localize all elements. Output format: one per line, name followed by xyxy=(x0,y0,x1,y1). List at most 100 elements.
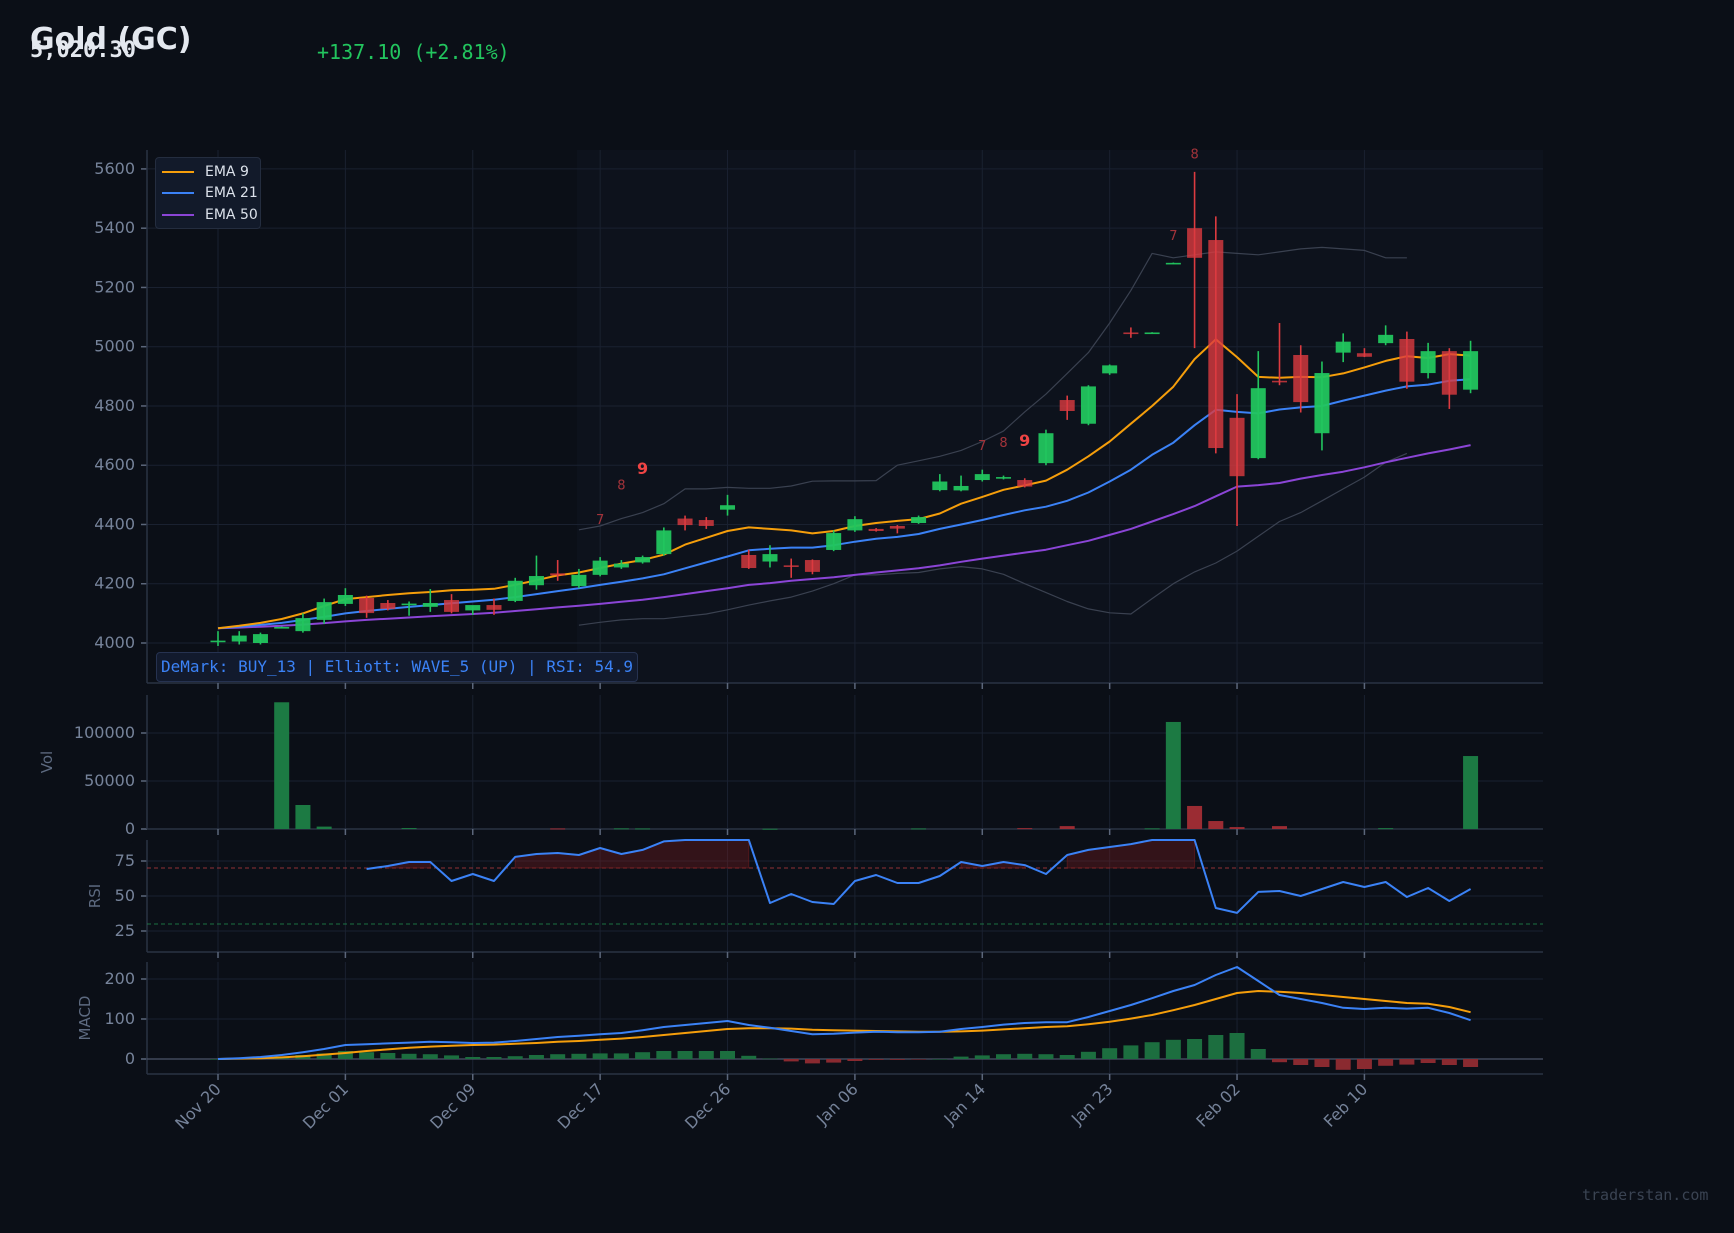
macd-histogram-bar xyxy=(656,1051,672,1059)
candle xyxy=(359,595,375,618)
candle-body xyxy=(1441,351,1457,395)
macd-histogram-bar xyxy=(359,1052,375,1059)
macd-histogram-bar xyxy=(1463,1059,1479,1067)
y-tick-label: 100 xyxy=(104,1009,135,1028)
demark-count-label: 7 xyxy=(596,513,604,528)
candle xyxy=(868,528,884,532)
candle xyxy=(889,525,905,534)
candle-body xyxy=(1187,228,1203,258)
candle xyxy=(1441,348,1457,409)
candle xyxy=(295,613,311,633)
macd-histogram-bar xyxy=(1165,1039,1181,1059)
candle xyxy=(720,494,736,516)
macd-histogram-bar xyxy=(1420,1059,1436,1063)
candle xyxy=(1059,395,1075,420)
candle xyxy=(444,594,460,614)
candle-body xyxy=(783,565,799,567)
candle xyxy=(911,515,927,524)
candle xyxy=(486,598,502,615)
candle xyxy=(804,559,820,575)
y-tick-label: 5000 xyxy=(94,337,135,356)
macd-histogram-bar xyxy=(1229,1033,1245,1059)
y-tick-label: 4800 xyxy=(94,396,135,415)
candle xyxy=(1038,429,1054,466)
candle-body xyxy=(550,573,566,576)
candle xyxy=(380,600,396,611)
macd-histogram-bar xyxy=(422,1054,438,1059)
ema21-swatch xyxy=(162,192,194,194)
candle xyxy=(1420,342,1436,379)
candle-body xyxy=(1038,433,1054,464)
y-tick-label: 4400 xyxy=(94,514,135,533)
volume-bar xyxy=(1463,756,1479,829)
macd-histogram-bar xyxy=(337,1051,353,1059)
candle-body xyxy=(932,481,948,491)
macd-histogram-bar xyxy=(889,1059,905,1060)
candle xyxy=(1293,345,1309,413)
candle-body xyxy=(592,560,608,575)
macd-histogram-bar xyxy=(528,1055,544,1059)
candle xyxy=(1144,332,1160,335)
candle-body xyxy=(1335,341,1351,353)
candle xyxy=(741,549,757,569)
macd-histogram-bar xyxy=(1017,1053,1033,1059)
macd-histogram-bar xyxy=(1378,1059,1394,1066)
y-tick-label: 50000 xyxy=(84,771,135,790)
candle-body xyxy=(613,563,629,568)
volume-bar xyxy=(762,828,778,830)
candle-body xyxy=(953,485,969,491)
candle-body xyxy=(1208,240,1224,449)
candle-body xyxy=(507,580,523,601)
candle-body xyxy=(1250,388,1266,459)
candle xyxy=(1165,262,1181,265)
candle xyxy=(592,557,608,577)
y-tick-label: 4200 xyxy=(94,574,135,593)
rsi-line xyxy=(366,839,1472,914)
candle-body xyxy=(210,640,226,643)
rsi-axis-label: RSI xyxy=(86,884,104,908)
candle xyxy=(1399,331,1415,389)
volume-bar xyxy=(613,828,629,830)
demark-count-label: 7 xyxy=(978,439,986,454)
candle-body xyxy=(316,602,332,620)
candle-body xyxy=(1293,354,1309,403)
macd-axis-label: MACD xyxy=(76,996,94,1041)
x-tick-label: Dec 01 xyxy=(299,1079,352,1132)
candle-body xyxy=(826,533,842,550)
candle xyxy=(1272,322,1287,386)
candle-body xyxy=(847,519,863,531)
candle-body xyxy=(635,557,651,563)
macd-histogram-bar xyxy=(1123,1045,1139,1059)
candle xyxy=(550,560,566,581)
macd-histogram-bar xyxy=(996,1054,1012,1059)
candle-body xyxy=(337,594,353,604)
candle xyxy=(847,516,863,532)
candle xyxy=(1208,216,1224,454)
candle-body xyxy=(911,517,927,523)
candle xyxy=(953,475,969,492)
candle-body xyxy=(486,605,502,610)
macd-histogram-bar xyxy=(1144,1042,1160,1059)
macd-histogram-bar xyxy=(613,1053,629,1059)
signal-annotation: DeMark: BUY_13 | Elliott: WAVE_5 (UP) | … xyxy=(156,652,639,682)
volume-bar xyxy=(550,828,566,830)
ema9-swatch xyxy=(162,171,194,173)
macd-histogram-bar xyxy=(571,1053,587,1059)
candle-body xyxy=(762,554,778,562)
macd-histogram-bar xyxy=(1080,1051,1096,1059)
y-tick-label: 200 xyxy=(104,969,135,988)
volume-bar xyxy=(1144,828,1160,830)
volume-bar xyxy=(1378,828,1394,830)
candle xyxy=(932,474,948,492)
x-tick-label: Feb 02 xyxy=(1192,1079,1243,1130)
macd-signal-line xyxy=(217,990,1471,1060)
macd-histogram-bar xyxy=(401,1053,417,1059)
candle-body xyxy=(1165,262,1181,265)
candle-body xyxy=(1272,380,1287,383)
candle-body xyxy=(1102,365,1118,374)
macd-histogram-bar xyxy=(826,1059,842,1063)
candle-body xyxy=(380,602,396,609)
candle xyxy=(698,517,714,529)
y-tick-label: 5600 xyxy=(94,159,135,178)
candle xyxy=(1229,394,1245,526)
